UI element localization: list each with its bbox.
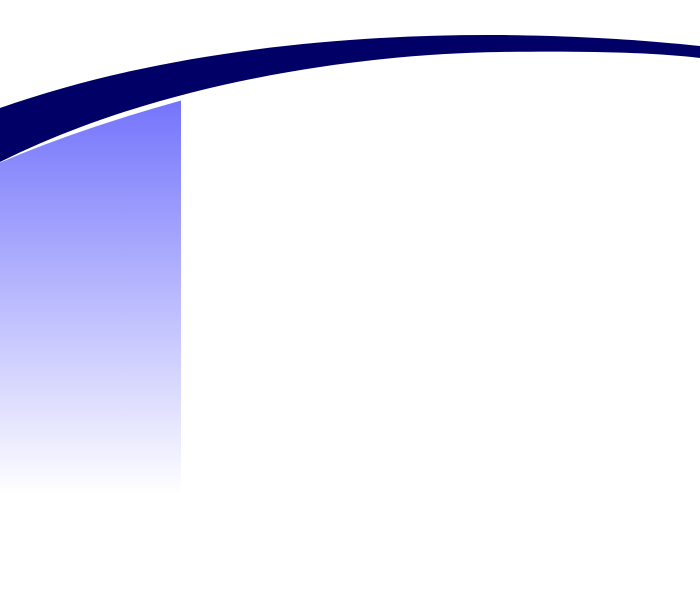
sidebar-gradient-panel: [0, 100, 181, 495]
panel-highlight-line: [0, 99, 182, 163]
header-swoosh: [0, 34, 700, 162]
